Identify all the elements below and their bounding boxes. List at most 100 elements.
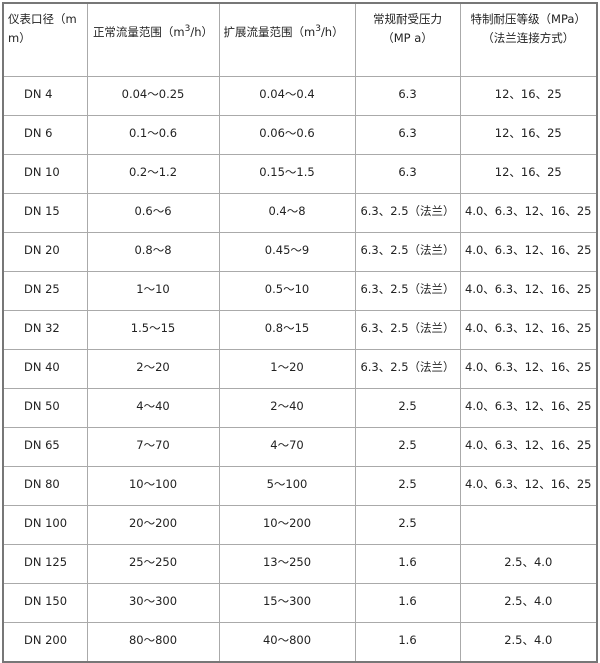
normal-pressure-cell: 6.3 [354, 154, 461, 194]
normal-flow-cell: 0.1～0.6 [86, 115, 220, 155]
diameter-cell: DN 32 [2, 310, 88, 350]
normal-pressure-cell: 6.3 [354, 115, 461, 155]
diameter-cell: DN 40 [2, 349, 88, 389]
extended-flow-cell: 0.4～8 [218, 193, 356, 233]
table-row: DN 100 20～200 10～200 2.5 [2, 505, 598, 545]
header-special-pressure: 特制耐压等级（MPa）（法兰连接方式） [459, 2, 598, 77]
special-pressure-cell: 2.5、4.0 [459, 544, 598, 584]
diameter-cell: DN 6 [2, 115, 88, 155]
normal-pressure-cell: 6.3、2.5（法兰） [354, 310, 461, 350]
normal-pressure-cell: 2.5 [354, 427, 461, 467]
diameter-cell: DN 4 [2, 76, 88, 116]
diameter-cell: DN 25 [2, 271, 88, 311]
normal-pressure-cell: 1.6 [354, 622, 461, 663]
extended-flow-cell: 1～20 [218, 349, 356, 389]
extended-flow-cell: 13～250 [218, 544, 356, 584]
table-row: DN 200 80～800 40～800 1.6 2.5、4.0 [2, 622, 598, 663]
special-pressure-cell: 4.0、6.3、12、16、25 [459, 349, 598, 389]
normal-pressure-cell: 2.5 [354, 505, 461, 545]
header-sup: 3 [184, 24, 191, 34]
diameter-cell: DN 200 [2, 622, 88, 663]
extended-flow-cell: 0.8～15 [218, 310, 356, 350]
normal-flow-cell: 4～40 [86, 388, 220, 428]
diameter-cell: DN 15 [2, 193, 88, 233]
diameter-cell: DN 20 [2, 232, 88, 272]
diameter-cell: DN 100 [2, 505, 88, 545]
header-normal-flow: 正常流量范围（m3/h） [86, 2, 220, 77]
diameter-cell: DN 150 [2, 583, 88, 623]
diameter-cell: DN 10 [2, 154, 88, 194]
header-row: 仪表口径（m m） 正常流量范围（m3/h） 扩展流量范围（m3/h） 常规耐受… [2, 2, 598, 77]
normal-flow-cell: 0.04～0.25 [86, 76, 220, 116]
table-row: DN 150 30～300 15～300 1.6 2.5、4.0 [2, 583, 598, 623]
normal-flow-cell: 7～70 [86, 427, 220, 467]
header-diameter: 仪表口径（m m） [2, 2, 88, 77]
normal-pressure-cell: 6.3、2.5（法兰） [354, 271, 461, 311]
special-pressure-cell: 4.0、6.3、12、16、25 [459, 388, 598, 428]
normal-flow-cell: 2～20 [86, 349, 220, 389]
normal-flow-cell: 10～100 [86, 466, 220, 506]
special-pressure-cell: 12、16、25 [459, 76, 598, 116]
header-extended-flow: 扩展流量范围（m3/h） [218, 2, 356, 77]
extended-flow-cell: 10～200 [218, 505, 356, 545]
table-row: DN 32 1.5～15 0.8～15 6.3、2.5（法兰） 4.0、6.3、12、1… [2, 310, 598, 350]
special-pressure-cell [459, 505, 598, 545]
table-row: DN 6 0.1～0.6 0.06～0.6 6.3 12、16、25 [2, 115, 598, 155]
table-row: DN 20 0.8～8 0.45～9 6.3、2.5（法兰） 4.0、6.3、12、16… [2, 232, 598, 272]
diameter-cell: DN 65 [2, 427, 88, 467]
header-text: /h） [320, 24, 344, 39]
special-pressure-cell: 4.0、6.3、12、16、25 [459, 310, 598, 350]
table-row: DN 80 10～100 5～100 2.5 4.0、6.3、12、16、25 [2, 466, 598, 506]
extended-flow-cell: 0.15～1.5 [218, 154, 356, 194]
diameter-cell: DN 50 [2, 388, 88, 428]
table-row: DN 4 0.04～0.25 0.04～0.4 6.3 12、16、25 [2, 76, 598, 116]
table-row: DN 40 2～20 1～20 6.3、2.5（法兰） 4.0、6.3、12、16、25 [2, 349, 598, 389]
header-text: 扩展流量范围（m [223, 24, 316, 39]
normal-flow-cell: 1.5～15 [86, 310, 220, 350]
header-text: 正常流量范围（m [92, 24, 185, 39]
special-pressure-cell: 12、16、25 [459, 154, 598, 194]
extended-flow-cell: 0.45～9 [218, 232, 356, 272]
special-pressure-cell: 12、16、25 [459, 115, 598, 155]
table-row: DN 25 1～10 0.5～10 6.3、2.5（法兰） 4.0、6.3、12、16、… [2, 271, 598, 311]
normal-pressure-cell: 6.3、2.5（法兰） [354, 232, 461, 272]
table-row: DN 125 25～250 13～250 1.6 2.5、4.0 [2, 544, 598, 584]
header-sup: 3 [315, 24, 321, 34]
special-pressure-cell: 4.0、6.3、12、16、25 [459, 232, 598, 272]
normal-pressure-cell: 6.3 [354, 76, 461, 116]
normal-flow-cell: 0.6～6 [86, 193, 220, 233]
normal-flow-cell: 80～800 [86, 622, 220, 663]
header-text: /h） [190, 24, 214, 39]
normal-pressure-cell: 1.6 [354, 544, 461, 584]
extended-flow-cell: 0.5～10 [218, 271, 356, 311]
extended-flow-cell: 40～800 [218, 622, 356, 663]
special-pressure-cell: 4.0、6.3、12、16、25 [459, 466, 598, 506]
normal-flow-cell: 30～300 [86, 583, 220, 623]
diameter-cell: DN 125 [2, 544, 88, 584]
normal-pressure-cell: 6.3、2.5（法兰） [354, 349, 461, 389]
extended-flow-cell: 0.04～0.4 [218, 76, 356, 116]
special-pressure-cell: 4.0、6.3、12、16、25 [459, 193, 598, 233]
table-row: DN 65 7～70 4～70 2.5 4.0、6.3、12、16、25 [2, 427, 598, 467]
normal-flow-cell: 1～10 [86, 271, 220, 311]
extended-flow-cell: 0.06～0.6 [218, 115, 356, 155]
table-row: DN 15 0.6～6 0.4～8 6.3、2.5（法兰） 4.0、6.3、12、16、… [2, 193, 598, 233]
normal-pressure-cell: 1.6 [354, 583, 461, 623]
normal-pressure-cell: 2.5 [354, 466, 461, 506]
extended-flow-cell: 4～70 [218, 427, 356, 467]
special-pressure-cell: 2.5、4.0 [459, 583, 598, 623]
extended-flow-cell: 15～300 [218, 583, 356, 623]
table-row: DN 50 4～40 2～40 2.5 4.0、6.3、12、16、25 [2, 388, 598, 428]
header-normal-pressure: 常规耐受压力（MP a） [354, 2, 461, 77]
special-pressure-cell: 4.0、6.3、12、16、25 [459, 271, 598, 311]
normal-pressure-cell: 2.5 [354, 388, 461, 428]
normal-flow-cell: 20～200 [86, 505, 220, 545]
special-pressure-cell: 4.0、6.3、12、16、25 [459, 427, 598, 467]
extended-flow-cell: 5～100 [218, 466, 356, 506]
special-pressure-cell: 2.5、4.0 [459, 622, 598, 663]
table-row: DN 10 0.2～1.2 0.15～1.5 6.3 12、16、25 [2, 154, 598, 194]
normal-flow-cell: 25～250 [86, 544, 220, 584]
normal-pressure-cell: 6.3、2.5（法兰） [354, 193, 461, 233]
diameter-cell: DN 80 [2, 466, 88, 506]
